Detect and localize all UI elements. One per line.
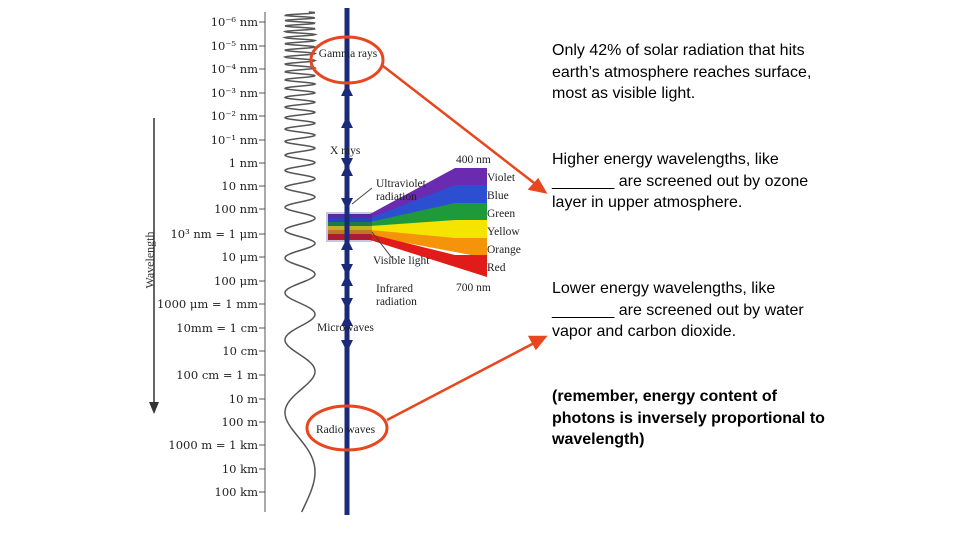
note-higher-energy: Higher energy wavelengths, like _______ … xyxy=(552,151,809,211)
radio-highlight xyxy=(305,404,389,452)
tick-label: 100 cm = 1 m xyxy=(176,368,258,382)
tick-label: 10mm = 1 cm xyxy=(176,321,258,335)
x-rays-label: X rays xyxy=(330,145,361,157)
tick-label: 10 km xyxy=(221,462,258,476)
tick-label: 10⁻⁶ nm xyxy=(210,15,258,29)
spectrum-start-label: 400 nm xyxy=(456,154,491,166)
wave-line xyxy=(282,11,318,513)
infrared-label: Infrared radiation xyxy=(376,283,417,308)
color-label-violet: Violet xyxy=(487,172,516,184)
tick-label: 10⁻⁴ nm xyxy=(210,62,258,76)
tick-label: 10 nm xyxy=(221,179,258,193)
color-label-yellow: Yellow xyxy=(487,226,520,238)
microwaves-label: Microwaves xyxy=(317,322,374,334)
tick-label: 10 cm xyxy=(222,344,258,358)
tick-label: 10⁻⁵ nm xyxy=(210,39,258,53)
color-label-orange: Orange xyxy=(487,244,521,256)
wavelength-arrow xyxy=(149,118,159,414)
color-label-blue: Blue xyxy=(487,190,509,202)
gamma-highlight xyxy=(309,35,385,85)
tick-label: 10 μm xyxy=(221,250,258,264)
note-energy-inverse: (remember, energy content of photons is … xyxy=(552,388,825,448)
tick-label: 1000 m = 1 km xyxy=(168,438,258,452)
tick-label: 10⁻¹ nm xyxy=(210,133,258,147)
tick-label: 10⁻² nm xyxy=(210,109,258,123)
visible-spectrum-fan xyxy=(326,168,487,277)
tick-label: 1000 μm = 1 mm xyxy=(156,297,258,311)
tick-label: 1 nm xyxy=(228,156,258,170)
ultraviolet-label: Ultraviolet radiation xyxy=(376,178,426,203)
tick-label: 100 m xyxy=(221,415,258,429)
radio-waves-label: Radio waves xyxy=(316,424,376,436)
gamma-rays-label: Gamma rays xyxy=(318,48,378,60)
visible-light-label: Visible light xyxy=(373,255,430,267)
tick-label: 100 μm xyxy=(214,274,258,288)
tick-label: 10⁻³ nm xyxy=(210,86,258,100)
ruler-ticks xyxy=(259,21,265,493)
tick-label: 10³ nm = 1 μm xyxy=(170,227,258,241)
axis-arrows xyxy=(341,84,353,352)
note-solar-radiation: Only 42% of solar radiation that hits ea… xyxy=(552,42,812,102)
tick-label: 100 nm xyxy=(214,202,258,216)
note-lower-energy: Lower energy wavelengths, like _______ a… xyxy=(552,280,804,340)
tick-label: 100 km xyxy=(214,485,258,499)
color-label-red: Red xyxy=(487,262,506,274)
color-label-green: Green xyxy=(487,208,516,220)
spectrum-end-label: 700 nm xyxy=(456,282,491,294)
tick-label: 10 m xyxy=(228,392,258,406)
